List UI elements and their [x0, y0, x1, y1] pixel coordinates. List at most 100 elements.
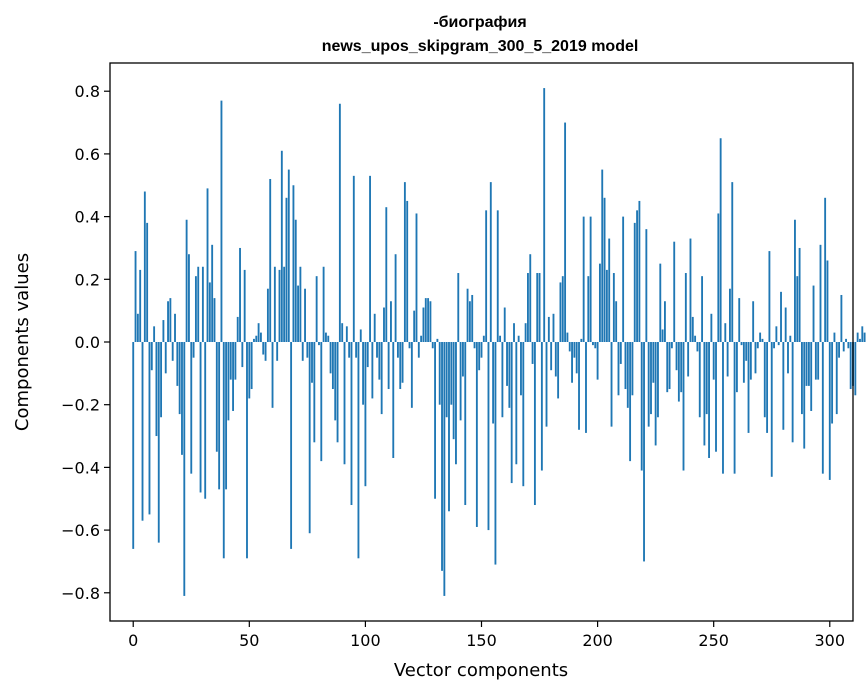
bar-61 — [273, 266, 276, 342]
y-axis-ticks: −0.8 −0.6 −0.4 −0.2 0.0 0.2 0.4 0.6 0.8 — [61, 82, 110, 603]
bar-38 — [220, 100, 223, 343]
bar-7 — [148, 342, 151, 515]
bar-242 — [694, 335, 697, 342]
bar-269 — [756, 342, 759, 349]
bar-238 — [684, 273, 687, 342]
bar-260 — [735, 342, 738, 393]
bar-119 — [408, 342, 411, 349]
bar-34 — [211, 244, 214, 342]
bar-252 — [717, 213, 720, 342]
bar-285 — [794, 219, 796, 342]
bar-227 — [659, 263, 662, 342]
bar-42 — [229, 342, 232, 380]
bar-184 — [559, 282, 562, 342]
chart-title-line-1: -биография — [433, 14, 526, 31]
bar-200 — [596, 342, 599, 380]
bar-281 — [784, 307, 787, 342]
bar-76 — [308, 342, 311, 534]
bar-226 — [657, 342, 659, 418]
bar-145 — [468, 301, 471, 342]
bar-35 — [213, 298, 216, 342]
bar-183 — [557, 342, 560, 399]
bar-33 — [208, 282, 211, 342]
bar-72 — [299, 266, 302, 342]
bar-140 — [457, 273, 460, 342]
bar-290 — [805, 342, 808, 386]
bar-8 — [150, 342, 153, 371]
bar-219 — [640, 342, 643, 471]
bar-125 — [422, 307, 425, 342]
bar-251 — [715, 342, 717, 452]
bar-11 — [157, 342, 160, 543]
bar-305 — [840, 294, 843, 342]
bar-92 — [345, 326, 348, 342]
bar-307 — [845, 338, 847, 342]
bar-244 — [698, 342, 701, 418]
bar-79 — [315, 276, 318, 342]
bar-2 — [136, 313, 139, 342]
bar-20 — [178, 342, 181, 415]
bar-293 — [812, 285, 815, 342]
bar-240 — [689, 238, 692, 342]
bar-253 — [719, 138, 722, 342]
bar-229 — [664, 301, 666, 342]
bar-169 — [524, 323, 527, 342]
bar-97 — [357, 342, 360, 559]
bar-287 — [798, 247, 801, 342]
bar-41 — [227, 342, 230, 421]
bar-109 — [385, 207, 388, 342]
bar-73 — [301, 342, 304, 361]
bar-102 — [369, 175, 371, 342]
bar-116 — [401, 342, 404, 383]
bar-129 — [431, 342, 434, 349]
bar-135 — [445, 342, 448, 418]
bar-111 — [390, 301, 392, 342]
bar-77 — [311, 342, 313, 383]
bar-275 — [770, 342, 773, 477]
bar-214 — [629, 342, 632, 462]
bar-90 — [341, 323, 344, 342]
bar-18 — [174, 313, 176, 342]
bar-120 — [410, 342, 413, 408]
bar-139 — [455, 342, 457, 465]
bar-91 — [343, 342, 346, 465]
bar-181 — [552, 313, 555, 342]
chart-title-line-2: news_upos_skipgram_300_5_2019 model — [322, 38, 639, 55]
bar-122 — [415, 213, 418, 342]
bar-128 — [429, 301, 432, 342]
bar-216 — [633, 222, 636, 342]
bar-254 — [722, 342, 724, 474]
bar-123 — [417, 342, 420, 358]
bar-232 — [670, 342, 673, 349]
x-tick-label: 300 — [815, 631, 846, 650]
bar-208 — [615, 301, 618, 342]
bar-162 — [508, 342, 511, 408]
bar-299 — [826, 260, 829, 342]
bar-36 — [215, 342, 218, 452]
bar-16 — [169, 298, 172, 342]
bar-276 — [773, 342, 775, 349]
y-tick-label: −0.4 — [61, 458, 100, 477]
bar-157 — [496, 210, 499, 342]
bar-199 — [594, 342, 597, 349]
bar-1 — [134, 251, 137, 342]
bar-37 — [218, 342, 221, 490]
bar-108 — [383, 307, 385, 342]
bar-15 — [167, 301, 169, 342]
bar-313 — [859, 338, 861, 342]
bar-86 — [331, 342, 334, 390]
bar-45 — [236, 316, 239, 342]
bar-64 — [280, 150, 283, 342]
bar-164 — [513, 323, 515, 342]
x-tick-label: 200 — [582, 631, 613, 650]
bar-19 — [176, 342, 179, 386]
bar-246 — [703, 342, 706, 446]
bar-196 — [587, 276, 590, 342]
bar-159 — [501, 342, 504, 418]
bar-172 — [531, 342, 534, 364]
bar-262 — [740, 342, 743, 346]
bar-146 — [471, 294, 474, 342]
bar-43 — [232, 342, 234, 411]
y-tick-label: 0.6 — [75, 145, 100, 164]
